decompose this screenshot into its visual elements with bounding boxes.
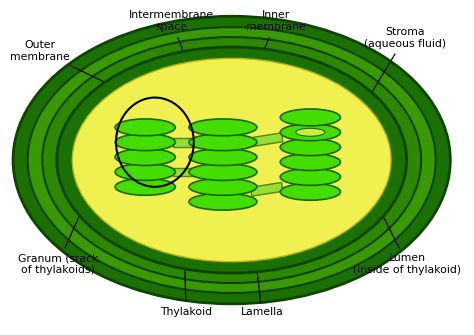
Text: Outer
membrane: Outer membrane [10,40,114,86]
Ellipse shape [189,179,257,195]
Polygon shape [173,138,195,147]
Ellipse shape [280,154,340,171]
Ellipse shape [115,149,175,165]
Ellipse shape [27,27,436,293]
Polygon shape [173,168,195,177]
Ellipse shape [13,16,450,304]
Text: Inner
membrane: Inner membrane [246,10,306,75]
Ellipse shape [115,134,175,151]
Ellipse shape [280,109,340,126]
Ellipse shape [73,58,391,262]
Text: Granum (stack
of thylakoids): Granum (stack of thylakoids) [18,110,127,275]
Ellipse shape [115,119,175,136]
Text: Intermembrane
space: Intermembrane space [129,10,214,68]
Ellipse shape [280,169,340,185]
Polygon shape [250,183,283,196]
Ellipse shape [57,47,407,273]
Ellipse shape [189,134,257,151]
Ellipse shape [280,139,340,155]
Ellipse shape [189,149,257,165]
Ellipse shape [115,163,175,180]
Ellipse shape [296,128,325,136]
Ellipse shape [42,37,421,283]
Text: Thylakoid: Thylakoid [160,118,212,317]
Ellipse shape [189,193,257,210]
Text: Lumen
(inside of thylakoid): Lumen (inside of thylakoid) [338,128,462,275]
Polygon shape [250,133,283,147]
Ellipse shape [189,119,257,136]
Ellipse shape [280,124,340,141]
Ellipse shape [280,183,340,200]
Text: Lamella: Lamella [240,145,283,317]
Ellipse shape [189,163,257,180]
Ellipse shape [115,179,175,195]
Text: Stroma
(aqueous fluid): Stroma (aqueous fluid) [364,27,446,95]
